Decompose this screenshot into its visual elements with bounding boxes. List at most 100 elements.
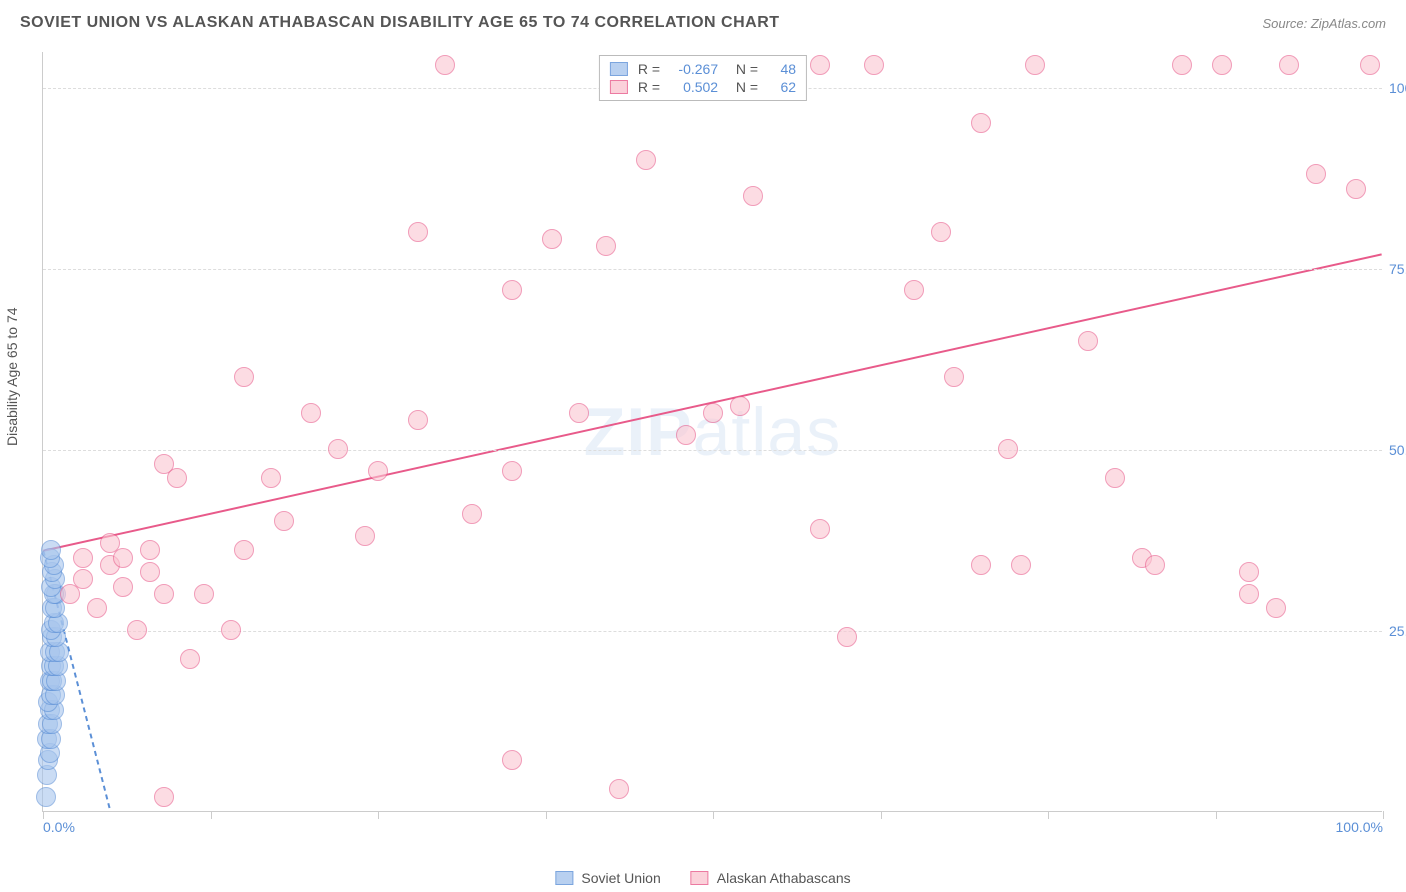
legend-r-value: 0.502 [670, 79, 718, 95]
chart-header: SOVIET UNION VS ALASKAN ATHABASCAN DISAB… [20, 14, 1386, 32]
legend-swatch [610, 62, 628, 76]
scatter-point [113, 577, 133, 597]
scatter-point [1078, 331, 1098, 351]
scatter-point [1145, 555, 1165, 575]
scatter-point [140, 540, 160, 560]
scatter-point [596, 236, 616, 256]
grid-line [43, 450, 1382, 451]
scatter-point [1025, 55, 1045, 75]
x-tick [1216, 811, 1217, 819]
scatter-point [435, 55, 455, 75]
scatter-point [971, 555, 991, 575]
scatter-point [73, 569, 93, 589]
scatter-point [1212, 55, 1232, 75]
x-tick [546, 811, 547, 819]
scatter-point [1279, 55, 1299, 75]
scatter-point [180, 649, 200, 669]
trend-lines-svg [43, 52, 1382, 811]
y-tick-label: 100.0% [1389, 80, 1406, 96]
correlation-legend: R = -0.267 N = 48 R = 0.502 N = 62 [599, 55, 807, 101]
legend-n-value: 62 [768, 79, 796, 95]
scatter-point [87, 598, 107, 618]
x-tick [1048, 811, 1049, 819]
scatter-point [676, 425, 696, 445]
x-tick-label: 100.0% [1336, 819, 1383, 835]
scatter-point [73, 548, 93, 568]
scatter-point [864, 55, 884, 75]
x-tick [881, 811, 882, 819]
series-legend-item: Soviet Union [555, 870, 660, 886]
legend-n-value: 48 [768, 61, 796, 77]
chart-title: SOVIET UNION VS ALASKAN ATHABASCAN DISAB… [20, 14, 780, 32]
scatter-point [1105, 468, 1125, 488]
x-tick-label: 0.0% [43, 819, 75, 835]
scatter-point [113, 548, 133, 568]
chart-plot-area: ZIPatlas 25.0%50.0%75.0%100.0%0.0%100.0% [42, 52, 1382, 812]
y-tick-label: 50.0% [1389, 442, 1406, 458]
scatter-point [636, 150, 656, 170]
x-tick [211, 811, 212, 819]
scatter-point [810, 55, 830, 75]
scatter-point [502, 461, 522, 481]
x-tick [713, 811, 714, 819]
legend-swatch [555, 871, 573, 885]
scatter-point [274, 511, 294, 531]
scatter-point [730, 396, 750, 416]
scatter-point [743, 186, 763, 206]
scatter-point [368, 461, 388, 481]
scatter-point [1346, 179, 1366, 199]
scatter-point [1239, 562, 1259, 582]
x-tick [378, 811, 379, 819]
scatter-point [221, 620, 241, 640]
legend-r-label: R = [638, 79, 660, 95]
legend-r-label: R = [638, 61, 660, 77]
scatter-point [810, 519, 830, 539]
scatter-point [944, 367, 964, 387]
scatter-point [261, 468, 281, 488]
scatter-point [167, 468, 187, 488]
scatter-point [931, 222, 951, 242]
x-tick [43, 811, 44, 819]
scatter-point [904, 280, 924, 300]
legend-swatch [691, 871, 709, 885]
series-legend-label: Alaskan Athabascans [717, 870, 851, 886]
y-axis-label: Disability Age 65 to 74 [4, 307, 20, 446]
scatter-point [1266, 598, 1286, 618]
scatter-point [328, 439, 348, 459]
legend-n-label: N = [728, 79, 758, 95]
legend-row: R = 0.502 N = 62 [606, 78, 800, 96]
scatter-point [355, 526, 375, 546]
series-legend-item: Alaskan Athabascans [691, 870, 851, 886]
scatter-point [542, 229, 562, 249]
scatter-point [502, 280, 522, 300]
y-tick-label: 75.0% [1389, 261, 1406, 277]
legend-n-label: N = [728, 61, 758, 77]
scatter-point [1306, 164, 1326, 184]
scatter-point [154, 584, 174, 604]
scatter-point [301, 403, 321, 423]
scatter-point [194, 584, 214, 604]
y-tick-label: 25.0% [1389, 623, 1406, 639]
x-tick [1383, 811, 1384, 819]
legend-r-value: -0.267 [670, 61, 718, 77]
scatter-point [234, 540, 254, 560]
grid-line [43, 631, 1382, 632]
scatter-point [1360, 55, 1380, 75]
series-legend-label: Soviet Union [581, 870, 660, 886]
series-legend: Soviet Union Alaskan Athabascans [555, 870, 850, 886]
scatter-point [462, 504, 482, 524]
scatter-point [36, 787, 56, 807]
scatter-point [1239, 584, 1259, 604]
scatter-point [971, 113, 991, 133]
scatter-point [234, 367, 254, 387]
scatter-point [140, 562, 160, 582]
scatter-point [1011, 555, 1031, 575]
legend-swatch [610, 80, 628, 94]
scatter-point [127, 620, 147, 640]
scatter-point [998, 439, 1018, 459]
scatter-point [502, 750, 522, 770]
scatter-point [569, 403, 589, 423]
scatter-point [609, 779, 629, 799]
scatter-point [1172, 55, 1192, 75]
chart-source: Source: ZipAtlas.com [1262, 16, 1386, 31]
